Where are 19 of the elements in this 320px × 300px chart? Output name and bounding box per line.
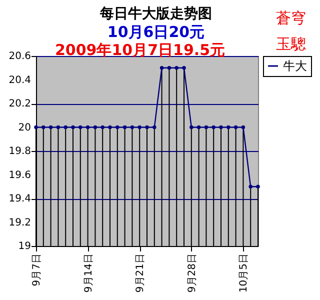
y-tick-label: 20.2 [8,98,31,110]
chart-title: 每日牛大版走势图 [99,6,212,22]
y-tick-label: 20.4 [8,74,31,86]
y-tick-label: 20.6 [8,51,31,62]
legend-label: 牛大 [283,59,307,73]
y-tick-label: 19.8 [8,146,31,157]
x-tick-label: 9月14日 [83,254,94,293]
y-tick-label: 19.2 [8,217,31,228]
y-tick-label: 19 [18,241,31,252]
y-tick-label: 19.6 [8,170,31,181]
text: 蒼穹玉驄 [276,9,306,53]
chart-subtitle: 10月6日20元 [107,23,205,41]
annotation: 2009年10月7日19.5元 [54,41,226,59]
x-tick-label: 10月5日 [238,254,250,293]
x-tick-label: 9月7日 [32,254,42,286]
x-tick-label: 9月28日 [186,254,198,293]
x-tick-label: 9月21日 [135,254,146,293]
y-tick-label: 19.4 [8,194,31,204]
y-tick-label: 20 [18,122,31,134]
